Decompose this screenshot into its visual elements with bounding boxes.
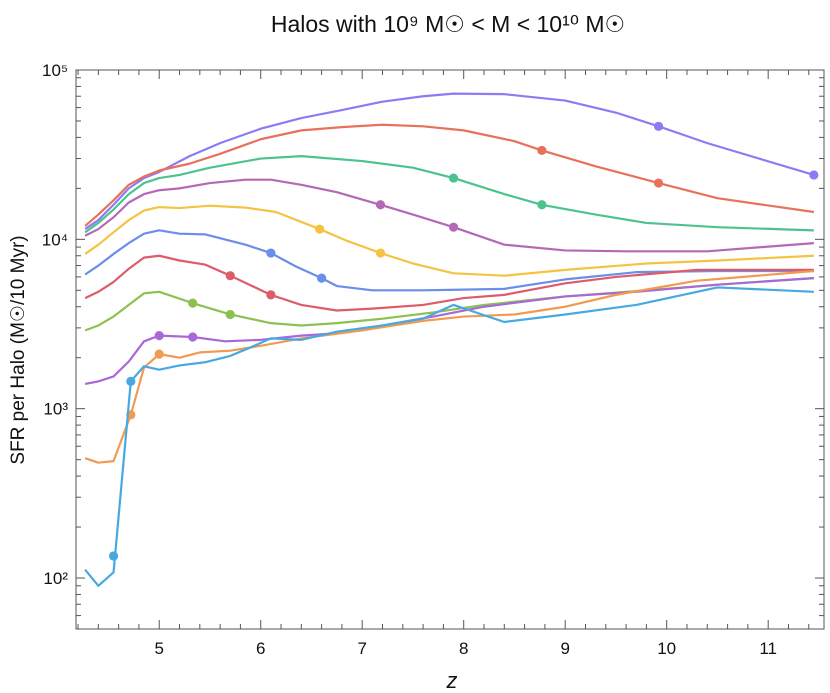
series-marker — [809, 170, 819, 180]
series-line — [84, 204, 814, 277]
series-6 — [84, 229, 814, 292]
series-marker — [154, 349, 164, 359]
chart-title-text: Halos with 10⁹ M☉ < M < 10¹⁰ M☉ — [271, 11, 625, 37]
series-marker — [448, 173, 459, 183]
plot-area-border — [75, 69, 825, 630]
y-tick-label: 10⁴ — [42, 230, 68, 249]
series-marker — [537, 200, 547, 210]
series-marker — [188, 298, 198, 308]
series-marker — [154, 331, 164, 341]
series-marker — [188, 332, 198, 342]
series-marker — [225, 271, 235, 281]
series-marker — [375, 200, 386, 210]
series-line — [84, 92, 815, 230]
y-axis-label: SFR per Halo (M☉/10 Myr) — [8, 235, 29, 464]
series-marker — [108, 551, 119, 561]
series-3 — [84, 155, 814, 234]
series-marker — [126, 376, 136, 386]
series-2 — [84, 123, 815, 227]
x-tick-label: 9 — [560, 639, 569, 658]
y-tick-label: 10⁵ — [42, 61, 68, 80]
series-9 — [84, 277, 814, 386]
series-marker — [266, 248, 276, 258]
series-marker — [537, 145, 547, 156]
series-marker — [314, 224, 325, 234]
series-5 — [84, 204, 814, 277]
x-tick-label: 6 — [256, 639, 265, 658]
series-7 — [84, 254, 814, 312]
series-line — [84, 277, 814, 386]
y-tick-label: 10² — [43, 569, 68, 588]
series-group — [84, 92, 819, 587]
series-line — [84, 123, 815, 227]
series-marker — [448, 222, 459, 232]
series-marker — [653, 178, 664, 188]
series-1 — [84, 92, 819, 230]
x-tick-label: 10 — [657, 639, 676, 658]
series-11 — [84, 286, 814, 587]
series-line — [84, 229, 814, 292]
series-marker — [266, 290, 276, 300]
x-tick-label: 11 — [759, 639, 777, 658]
series-marker — [225, 309, 235, 320]
series-marker — [653, 121, 664, 131]
x-axis-label: z — [446, 668, 458, 693]
series-line — [84, 155, 814, 234]
series-line — [84, 254, 814, 312]
x-tick-label: 7 — [357, 639, 366, 658]
chart-title: Halos with 10⁹ M☉ < M < 10¹⁰ M☉ — [271, 11, 625, 37]
series-marker — [317, 273, 327, 283]
series-line — [84, 286, 814, 587]
y-tick-label: 10³ — [43, 400, 68, 419]
x-tick-label: 5 — [154, 639, 163, 658]
x-tick-label: 8 — [459, 639, 468, 658]
plot-frame — [75, 69, 825, 630]
axis-ticks: 5 6 7 8 9 10 11 10² 10³ 10⁴ 10⁵ — [42, 61, 824, 658]
axis-labels: z SFR per Halo (M☉/10 Myr) — [8, 235, 458, 693]
series-marker — [375, 248, 386, 258]
series-4 — [84, 178, 814, 253]
series-line — [84, 178, 814, 253]
